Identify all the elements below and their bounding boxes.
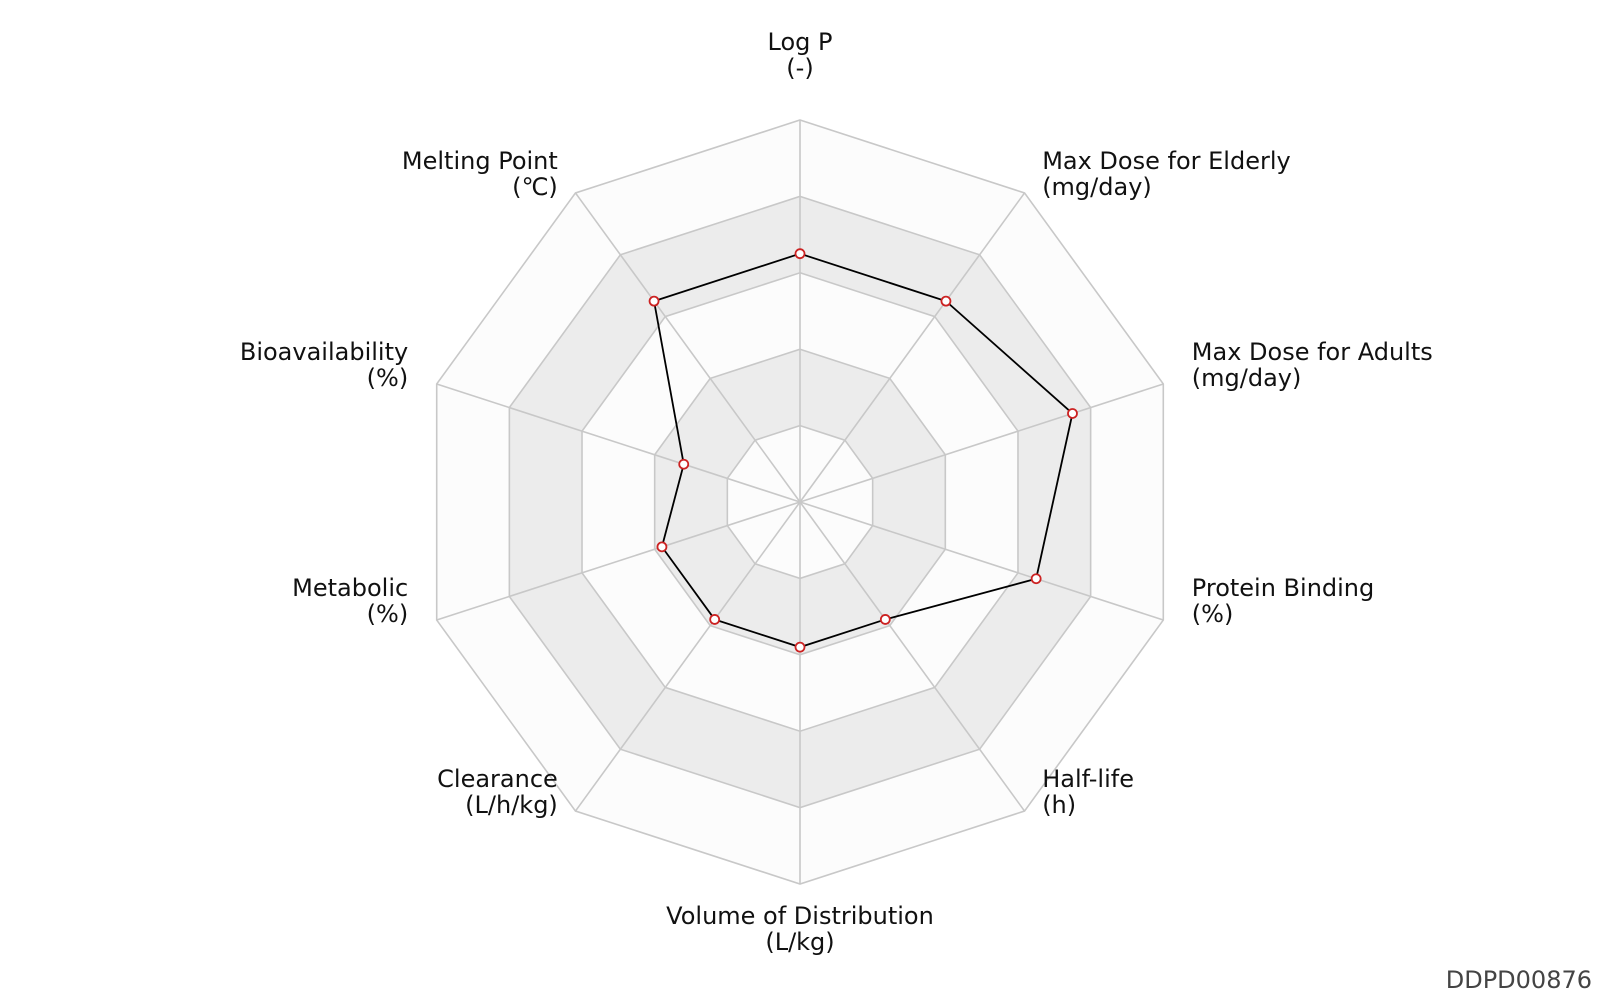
axis-label: Clearance (L/h/kg) — [437, 765, 558, 819]
axis-label-unit: (-) — [786, 54, 813, 82]
axis-labels: Log P (-)Max Dose for Elderly (mg/day)Max … — [240, 28, 1433, 956]
axis-label-name: Bioavailability — [240, 338, 408, 366]
axis-label-name: Volume of Distribution — [666, 902, 934, 930]
axis-label-unit: (L/kg) — [765, 928, 834, 956]
axis-label-name: Half-life — [1042, 765, 1134, 793]
axis-label: Protein Binding (%) — [1192, 574, 1374, 628]
radar-spoke — [574, 501, 801, 812]
radar-spoke — [799, 501, 1026, 812]
axis-label: Max Dose for Elderly (mg/day) — [1042, 147, 1291, 201]
axis-label-unit: (℃) — [512, 173, 558, 201]
axis-label-name: Max Dose for Adults — [1192, 338, 1433, 366]
axis-label: Volume of Distribution (L/kg) — [666, 902, 934, 956]
data-point — [648, 295, 660, 307]
axis-label-unit: (mg/day) — [1192, 364, 1302, 392]
axis-label-unit: (L/h/kg) — [465, 791, 558, 819]
data-point — [656, 541, 668, 553]
axis-label: Half-life (h) — [1042, 765, 1134, 819]
data-point — [794, 248, 806, 260]
data-point — [879, 614, 891, 625]
axis-label: Melting Point (℃) — [402, 147, 558, 201]
axis-label-unit: (%) — [367, 364, 409, 392]
axis-label-unit: (%) — [367, 600, 409, 628]
radar-spoke — [799, 501, 1164, 621]
axis-label-name: Clearance — [437, 765, 558, 793]
axis-label-name: Protein Binding — [1192, 574, 1374, 602]
axis-label-name: Log P — [768, 28, 833, 56]
radar-spokes — [436, 120, 1164, 884]
axis-label-name: Max Dose for Elderly — [1042, 147, 1291, 175]
axis-label: Bioavailability (%) — [240, 338, 408, 392]
axis-label: Max Dose for Adults (mg/day) — [1192, 338, 1433, 392]
axis-label-unit: (mg/day) — [1042, 173, 1152, 201]
radar-spoke — [574, 192, 801, 503]
radar-spoke — [436, 383, 801, 503]
radar-spoke — [799, 383, 1164, 503]
data-point — [794, 641, 806, 653]
data-point — [1030, 573, 1042, 585]
radar-series — [648, 248, 1078, 653]
data-point — [1067, 408, 1078, 419]
radar-spoke — [436, 501, 801, 621]
axis-label-name: Melting Point — [402, 147, 558, 175]
data-point — [709, 614, 721, 625]
axis-label-name: Metabolic — [292, 574, 408, 602]
axis-label-unit: (h) — [1042, 791, 1076, 819]
axis-label: Log P (-) — [768, 28, 833, 82]
chart-id-label: DDPD00876 — [1445, 966, 1592, 994]
axis-label: Metabolic (%) — [292, 574, 408, 628]
axis-label-unit: (%) — [1192, 600, 1234, 628]
radar-spoke — [799, 192, 1026, 503]
data-point — [678, 458, 690, 470]
data-point — [940, 295, 952, 307]
